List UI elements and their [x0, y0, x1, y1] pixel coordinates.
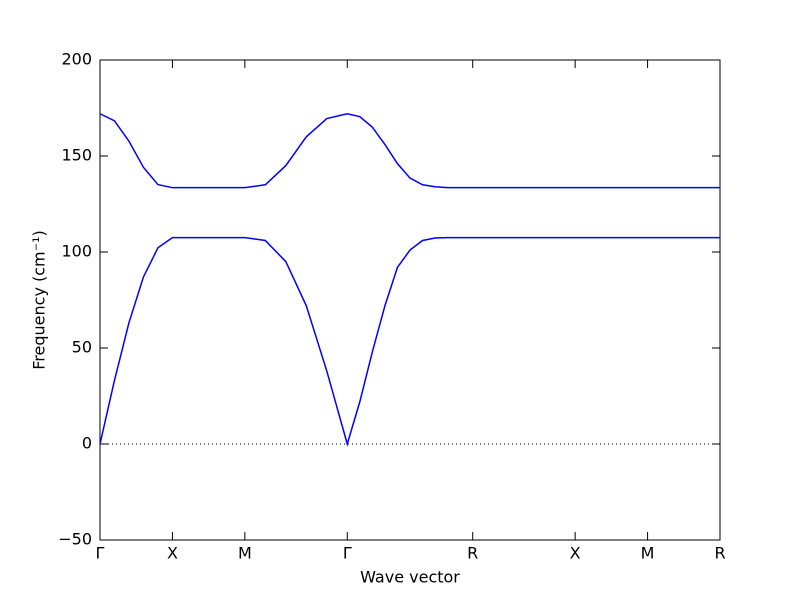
x-axis-label: Wave vector	[360, 568, 460, 587]
x-tick-label: X	[570, 544, 581, 563]
x-tick-label: M	[238, 544, 252, 563]
x-tick-label: R	[714, 544, 725, 563]
band-line	[99, 112, 720, 189]
y-axis-label: Frequency (cm⁻¹)	[30, 230, 49, 369]
x-tick-label: Γ	[343, 544, 352, 563]
y-tick-label: 50	[72, 338, 92, 357]
x-tick-label: X	[167, 544, 178, 563]
y-tick-label: 200	[61, 50, 92, 69]
x-tick-label: M	[641, 544, 655, 563]
band-line	[99, 236, 720, 447]
y-tick-label: −50	[58, 530, 92, 549]
y-tick-label: 150	[61, 146, 92, 165]
y-tick-label: 100	[61, 242, 92, 261]
y-tick-label: 0	[82, 434, 92, 453]
plot-frame	[99, 59, 721, 541]
x-tick-label: R	[467, 544, 478, 563]
x-tick-label: Γ	[96, 544, 105, 563]
